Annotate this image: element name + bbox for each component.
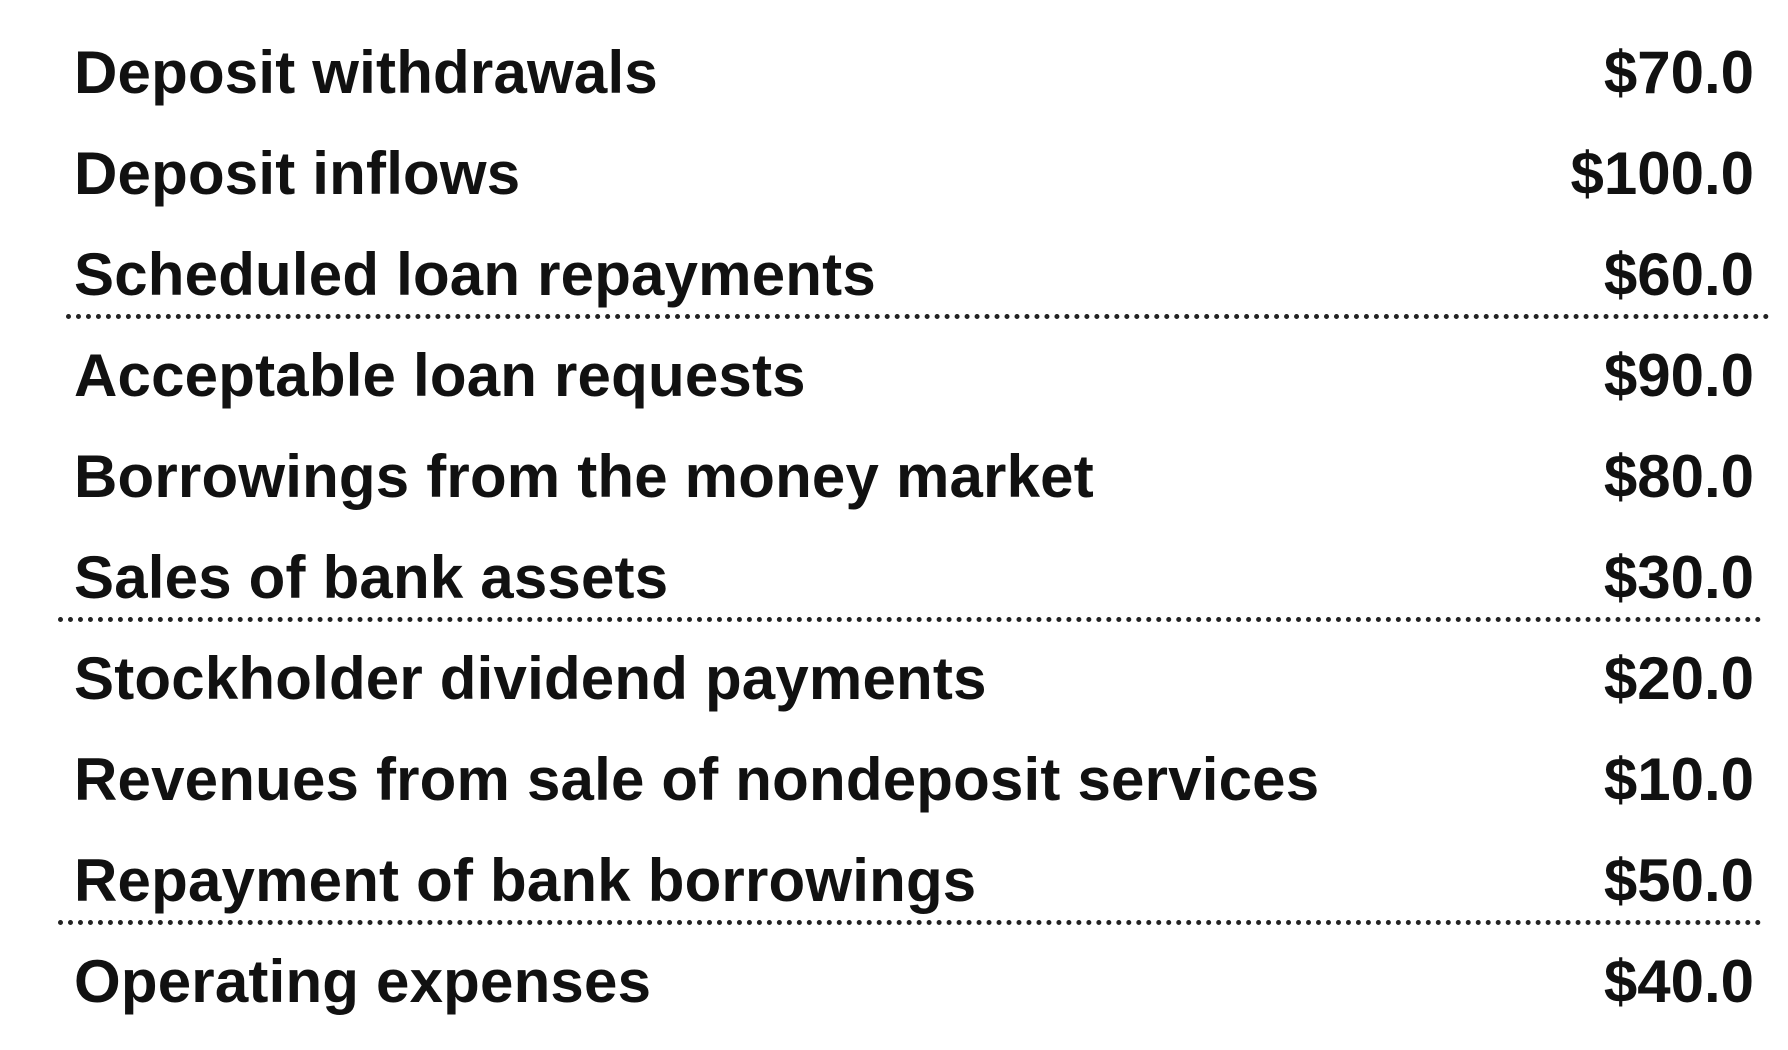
row-label: Sales of bank assets: [74, 543, 669, 611]
table-row: Borrowings from the money market $80.0: [74, 426, 1754, 527]
row-label: Deposit inflows: [74, 139, 521, 207]
table-row: Repayment of bank borrowings $50.0: [74, 830, 1754, 931]
row-value: $50.0: [1603, 846, 1754, 914]
cash-flow-table: Deposit withdrawals $70.0 Deposit inflow…: [74, 22, 1754, 1032]
table-row: Deposit inflows $100.0: [74, 123, 1754, 224]
row-label: Operating expenses: [74, 947, 652, 1015]
row-value: $40.0: [1603, 947, 1754, 1015]
table-row: Acceptable loan requests $90.0: [74, 325, 1754, 426]
table-row: Revenues from sale of nondeposit service…: [74, 729, 1754, 830]
row-label: Acceptable loan requests: [74, 341, 806, 409]
table-row: Stockholder dividend payments $20.0: [74, 628, 1754, 729]
row-value: $10.0: [1603, 745, 1754, 813]
table-row: Deposit withdrawals $70.0: [74, 22, 1754, 123]
row-value: $90.0: [1603, 341, 1754, 409]
row-value: $20.0: [1603, 644, 1754, 712]
row-value: $80.0: [1603, 442, 1754, 510]
section-divider: [58, 920, 1762, 925]
row-value: $70.0: [1603, 38, 1754, 106]
section-divider: [66, 314, 1770, 319]
table-row: Scheduled loan repayments $60.0: [74, 224, 1754, 325]
row-label: Stockholder dividend payments: [74, 644, 987, 712]
row-value: $60.0: [1603, 240, 1754, 308]
row-label: Borrowings from the money market: [74, 442, 1094, 510]
row-label: Scheduled loan repayments: [74, 240, 876, 308]
row-value: $100.0: [1570, 139, 1754, 207]
table-row: Sales of bank assets $30.0: [74, 527, 1754, 628]
row-label: Repayment of bank borrowings: [74, 846, 977, 914]
section-divider: [58, 617, 1762, 622]
row-label: Revenues from sale of nondeposit service…: [74, 745, 1320, 813]
table-row: Operating expenses $40.0: [74, 931, 1754, 1032]
row-value: $30.0: [1603, 543, 1754, 611]
row-label: Deposit withdrawals: [74, 38, 658, 106]
